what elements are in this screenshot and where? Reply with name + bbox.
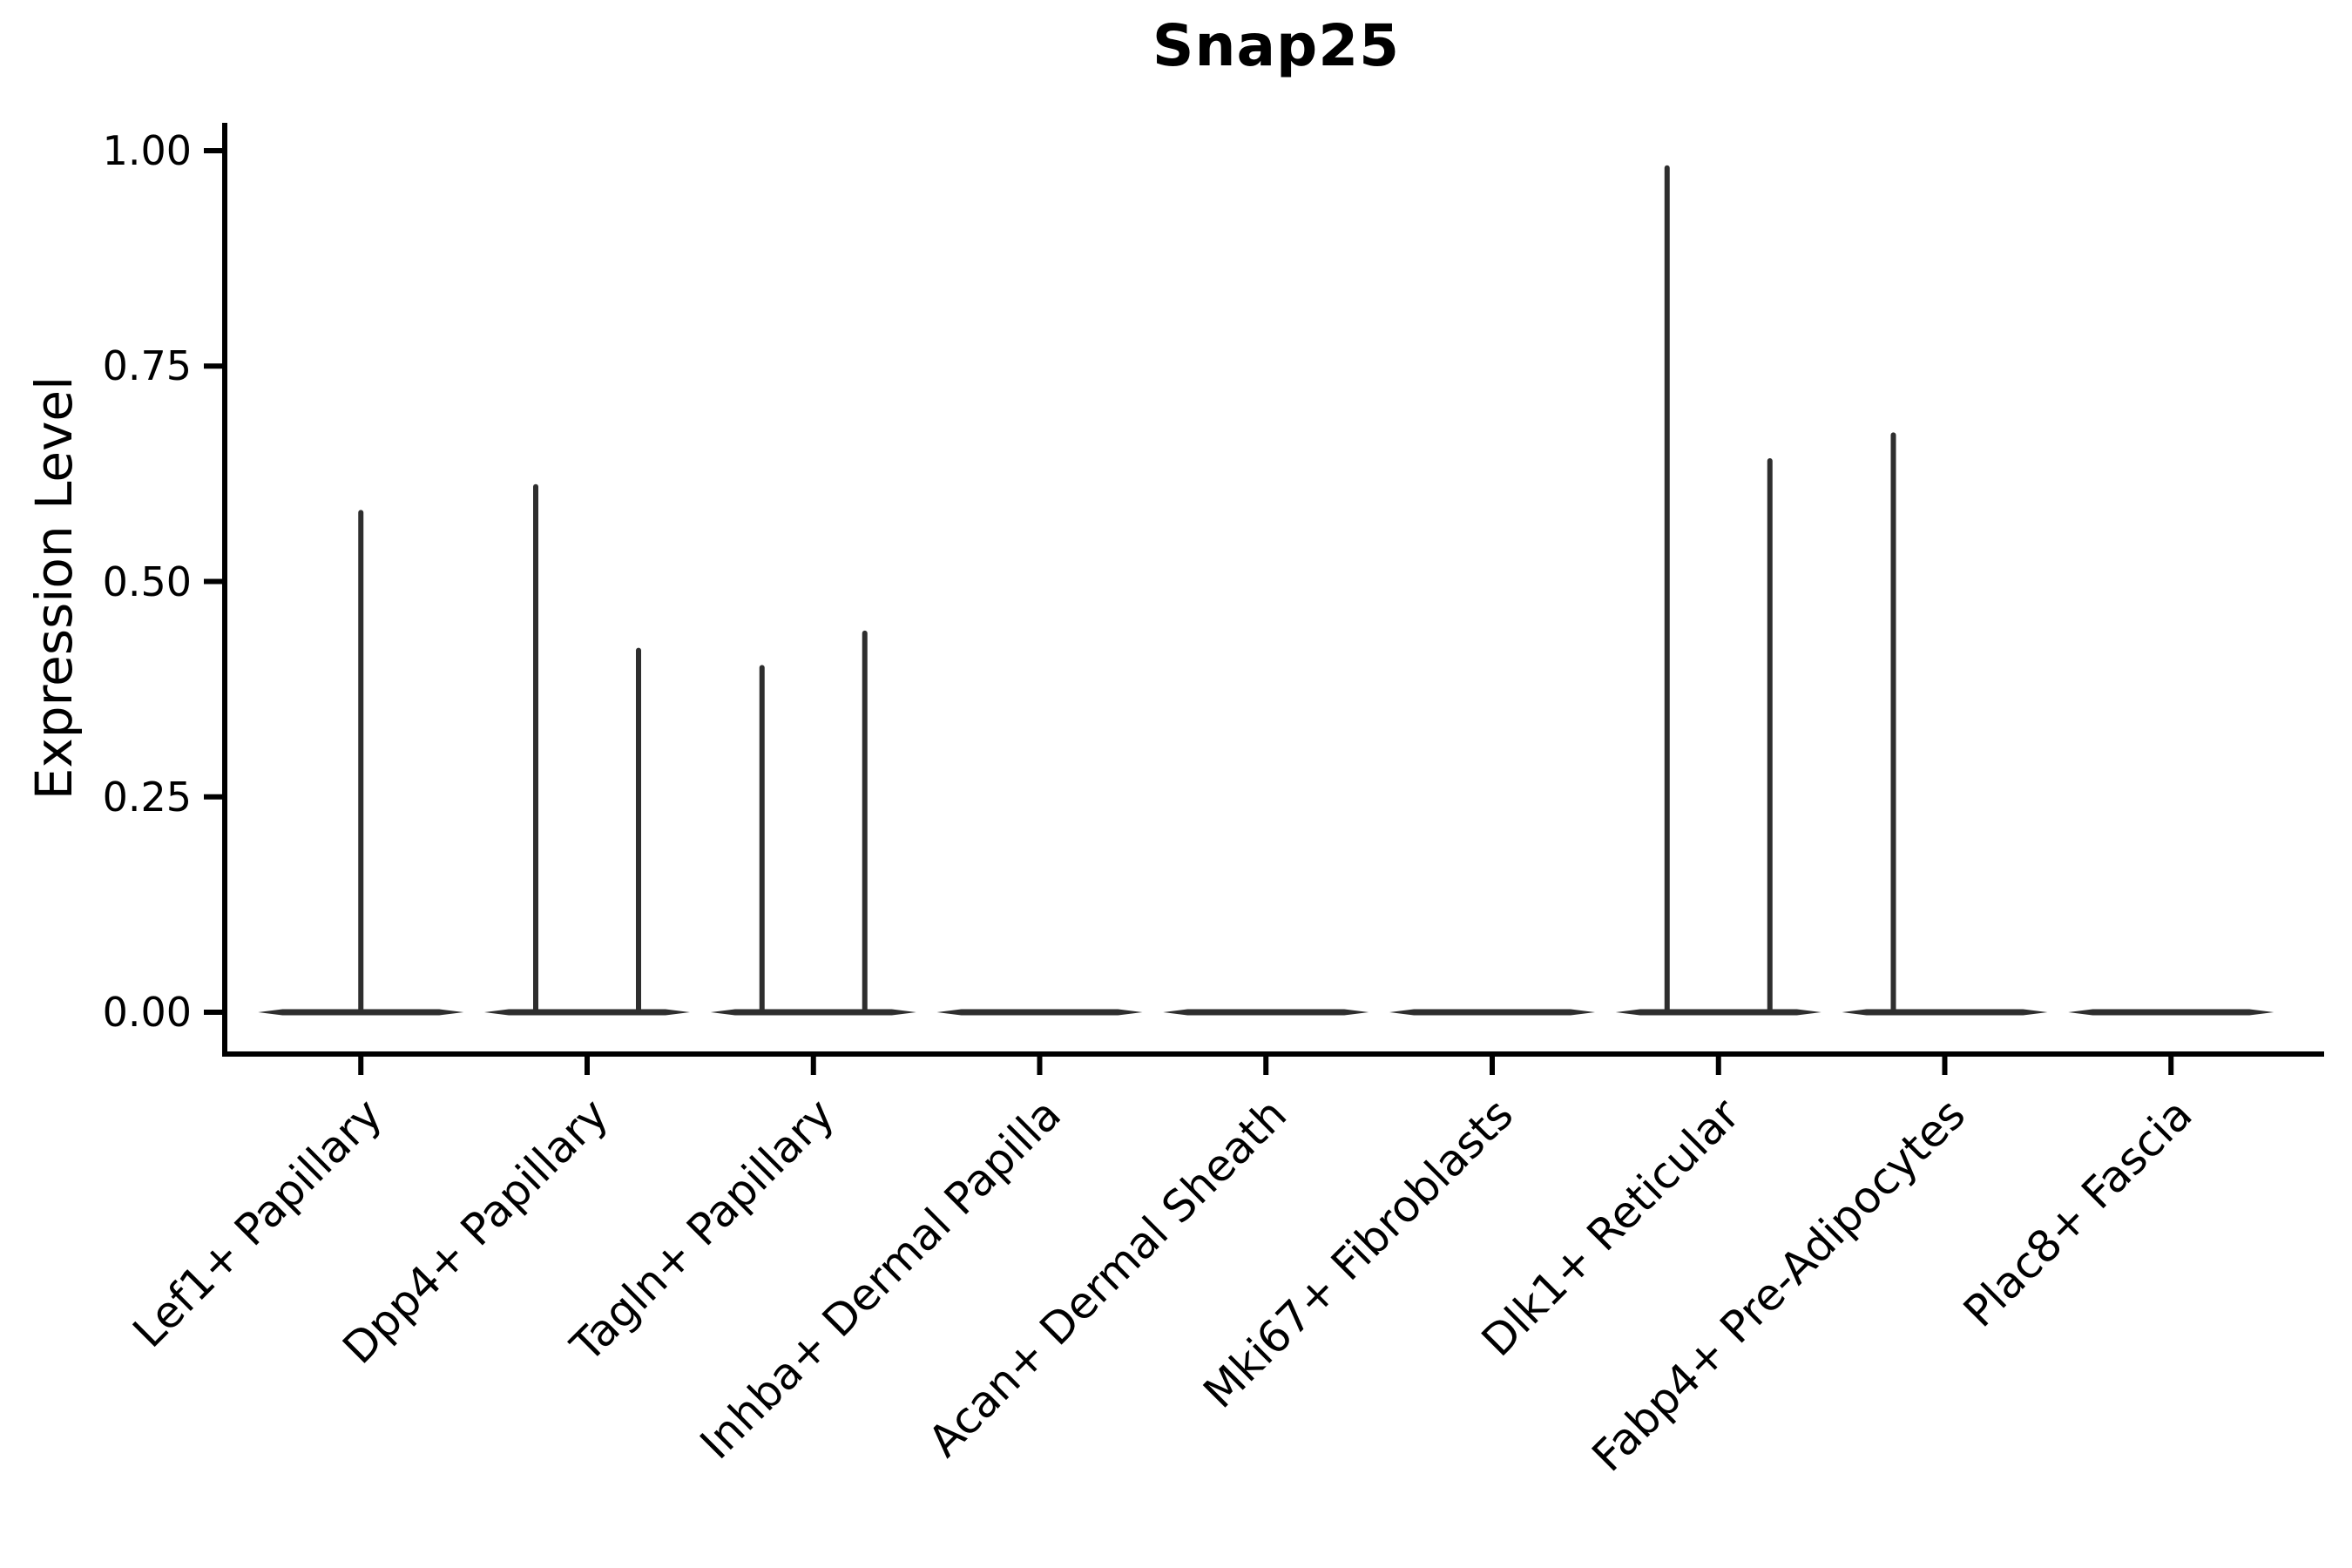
y-tick-label: 0.75 bbox=[102, 342, 192, 390]
violin-baseline bbox=[2068, 1009, 2274, 1016]
violin-baseline bbox=[710, 1009, 916, 1016]
y-tick-label: 0.00 bbox=[102, 989, 192, 1036]
violin-baseline bbox=[936, 1009, 1143, 1016]
violin-baseline bbox=[1842, 1009, 2048, 1016]
chart-title: Snap25 bbox=[1152, 12, 1401, 79]
y-tick-label: 1.00 bbox=[102, 127, 192, 174]
y-tick-label: 0.25 bbox=[102, 773, 192, 821]
violin-baseline bbox=[1163, 1009, 1369, 1016]
violin-baseline bbox=[1389, 1009, 1595, 1016]
violin-baseline bbox=[484, 1009, 690, 1016]
violin-baseline bbox=[1615, 1009, 1821, 1016]
y-tick-label: 0.50 bbox=[102, 558, 192, 605]
